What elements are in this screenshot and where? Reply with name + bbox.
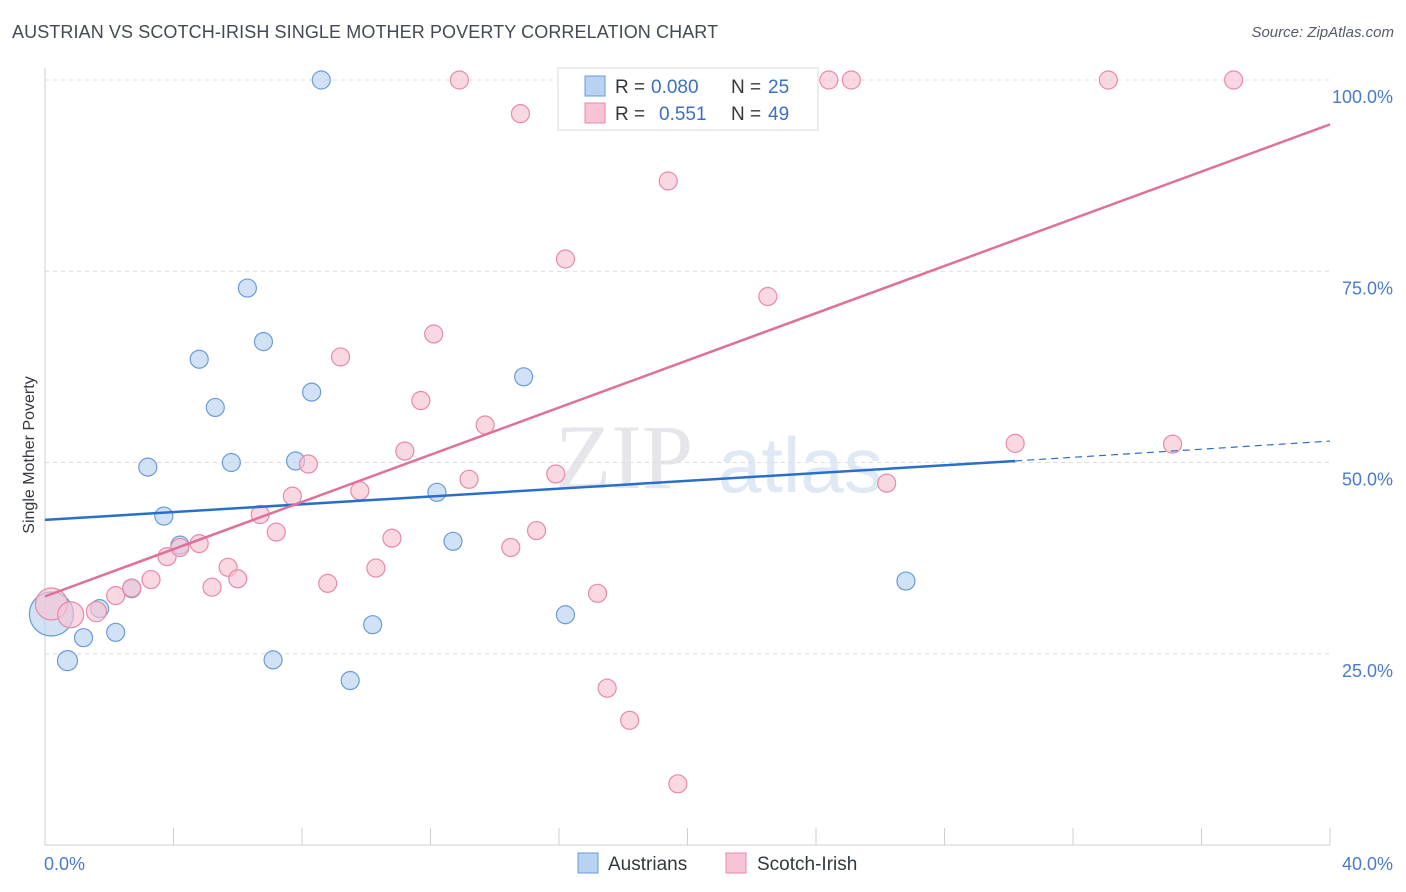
austrians-trend-extension	[1015, 440, 1331, 462]
legend-swatch-austrians	[584, 75, 606, 97]
legend-n-label-scotch-irish: N =	[731, 104, 761, 125]
y-tick-label-50: 50.0%	[1342, 470, 1393, 490]
series-legend-swatch-austrians	[577, 852, 599, 874]
scotch-irish-point-17	[330, 347, 351, 367]
watermark-zip: ZIP	[555, 406, 693, 508]
watermark-atlas: atlas	[718, 421, 883, 509]
austrians-point-21	[443, 531, 463, 551]
scotch-irish-point-45	[1162, 434, 1183, 454]
scotch-irish-point-11	[228, 569, 248, 589]
austrians-point-12	[237, 278, 257, 298]
scotch-irish-point-13	[266, 522, 286, 542]
scotch-irish-point-23	[424, 324, 444, 344]
scotch-irish-point-36	[658, 171, 678, 191]
austrians-point-14	[263, 650, 283, 670]
watermark: ZIP atlas	[555, 406, 883, 509]
austrians-point-9	[189, 349, 209, 369]
scotch-irish-trend-line	[44, 123, 1331, 598]
series-legend: Austrians Scotch-Irish	[577, 852, 857, 875]
austrians-point-2	[73, 628, 94, 648]
austrians-point-7	[154, 506, 174, 526]
scotch-irish-point-44	[1098, 70, 1118, 90]
austrians-point-17	[311, 70, 331, 90]
austrians-point-10	[205, 397, 225, 418]
legend-n-value-austrians: 25	[768, 77, 789, 98]
scotch-irish-point-40	[819, 70, 839, 90]
austrians-point-24	[896, 571, 916, 591]
austrians-point-1	[56, 650, 79, 672]
legend-n-label-austrians: N =	[731, 77, 761, 98]
scotch-irish-point-43	[1005, 433, 1025, 453]
austrians-point-23	[555, 605, 576, 625]
y-tick-labels: 25.0% 50.0% 75.0% 100.0%	[1332, 87, 1393, 681]
austrians-point-18	[340, 670, 360, 691]
scotch-irish-point-1	[57, 601, 85, 629]
series-legend-swatch-scotch-irish	[725, 852, 747, 874]
scotch-irish-point-22	[411, 390, 431, 411]
austrians-point-4	[106, 622, 126, 642]
correlation-legend: R = 0.080 N = 25 R = 0.551 N = 49	[557, 67, 819, 131]
austrians-trend-line	[44, 459, 1016, 522]
legend-r-label-austrians: R =	[615, 77, 645, 98]
scotch-irish-point-21	[395, 441, 415, 461]
y-axis-label: Single Mother Poverty	[21, 376, 38, 533]
scotch-irish-point-15	[298, 454, 319, 474]
scotch-irish-point-20	[382, 528, 402, 548]
austrians-points	[28, 70, 916, 691]
scotch-irish-point-3	[106, 586, 126, 606]
x-axis-ticks	[44, 828, 1331, 845]
legend-r-value-austrians: 0.080	[651, 77, 699, 98]
scotch-irish-point-16	[318, 573, 338, 593]
scotch-irish-point-29	[526, 520, 547, 541]
scotch-irish-point-4	[122, 578, 142, 598]
scotch-irish-point-27	[501, 537, 521, 558]
legend-r-value-scotch-irish: 0.551	[659, 104, 707, 125]
scotch-irish-point-32	[587, 583, 608, 603]
scotch-irish-point-34	[620, 710, 640, 730]
series-legend-label-scotch-irish: Scotch-Irish	[757, 854, 857, 875]
x-tick-label-max: 40.0%	[1342, 854, 1393, 874]
scotch-irish-point-31	[555, 249, 576, 269]
scotch-irish-point-24	[449, 70, 470, 90]
scotch-irish-point-2	[85, 601, 108, 623]
scotch-irish-point-37	[668, 774, 688, 794]
chart-title: AUSTRIAN VS SCOTCH-IRISH SINGLE MOTHER P…	[12, 22, 719, 42]
scotch-irish-point-9	[202, 577, 222, 597]
austrians-point-20	[427, 482, 447, 502]
scotch-irish-point-39	[758, 286, 778, 307]
austrians-point-22	[514, 367, 534, 387]
y-tick-label-100: 100.0%	[1332, 87, 1393, 107]
legend-n-value-scotch-irish: 49	[768, 104, 789, 125]
scotch-irish-point-5	[141, 569, 161, 590]
x-tick-label-min: 0.0%	[44, 854, 85, 874]
y-tick-label-25: 25.0%	[1342, 661, 1393, 681]
scotch-irish-point-25	[459, 469, 479, 489]
austrians-point-19	[363, 615, 383, 635]
scotch-irish-point-18	[350, 481, 370, 501]
austrians-point-6	[138, 457, 158, 477]
austrians-point-11	[221, 452, 241, 473]
y-tick-label-75: 75.0%	[1342, 278, 1393, 298]
legend-r-label-scotch-irish: R =	[615, 104, 645, 125]
gridlines	[45, 79, 1330, 655]
legend-swatch-scotch-irish	[584, 102, 606, 124]
scotch-irish-point-42	[877, 473, 897, 493]
source-label: Source: ZipAtlas.com	[1251, 24, 1394, 41]
austrians-point-13	[253, 332, 274, 352]
trend-lines	[44, 123, 1331, 598]
scotch-irish-point-41	[841, 70, 861, 90]
austrians-point-16	[302, 382, 322, 402]
scotch-irish-point-19	[366, 558, 386, 578]
scotch-irish-point-28	[510, 104, 531, 124]
scotch-irish-point-33	[597, 678, 617, 698]
scotch-irish-point-46	[1224, 70, 1244, 90]
series-legend-label-austrians: Austrians	[608, 854, 687, 875]
scotch-irish-point-30	[546, 464, 566, 484]
